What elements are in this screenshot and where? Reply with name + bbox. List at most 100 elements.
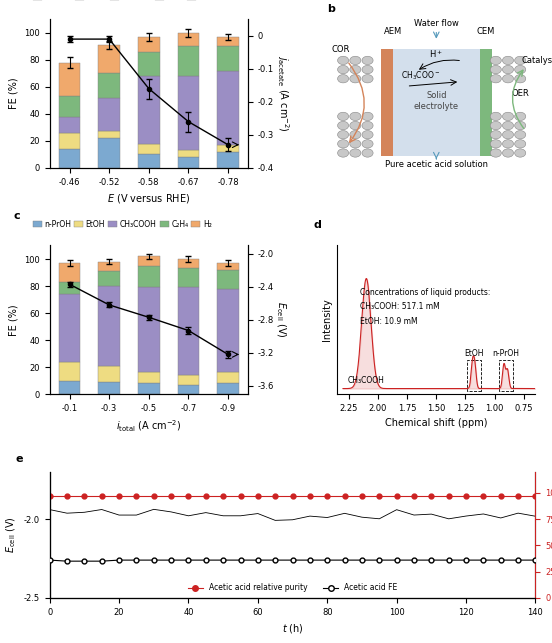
Circle shape (502, 122, 513, 130)
Bar (138, 51, 160, 76)
Bar (217, 289, 239, 372)
Bar (138, 372, 160, 383)
Circle shape (514, 122, 526, 130)
Circle shape (502, 140, 513, 148)
Bar (98, 262, 120, 271)
Circle shape (338, 56, 349, 64)
Y-axis label: $E_{\mathrm{cell}}$ (V): $E_{\mathrm{cell}}$ (V) (274, 302, 288, 338)
Bar (178, 259, 199, 269)
Bar (138, 37, 160, 51)
Bar (98, 286, 120, 366)
Circle shape (502, 149, 513, 157)
Bar (387, 49, 486, 156)
Circle shape (350, 56, 361, 64)
Bar (381, 49, 392, 156)
Bar (217, 372, 239, 383)
Bar (178, 157, 199, 168)
Bar (59, 381, 81, 394)
Legend: n-PrOH, EtOH, Acetate, C₂H₄, H₂: n-PrOH, EtOH, Acetate, C₂H₄, H₂ (30, 0, 210, 6)
Circle shape (490, 56, 501, 64)
X-axis label: $E$ (V versus RHE): $E$ (V versus RHE) (107, 192, 190, 205)
Circle shape (338, 122, 349, 130)
Circle shape (362, 75, 373, 83)
Bar (98, 73, 120, 98)
Text: CEM: CEM (477, 26, 495, 35)
Y-axis label: $E_{\mathrm{cell}}$ (V): $E_{\mathrm{cell}}$ (V) (4, 516, 18, 553)
Text: OER: OER (512, 89, 529, 98)
Circle shape (514, 140, 526, 148)
Circle shape (502, 66, 513, 74)
Bar (138, 383, 160, 394)
Bar (178, 76, 199, 150)
Text: EtOH: EtOH (464, 349, 484, 358)
Circle shape (362, 149, 373, 157)
Circle shape (514, 56, 526, 64)
Bar (59, 132, 81, 149)
Circle shape (338, 140, 349, 148)
Text: b: b (327, 4, 335, 14)
Circle shape (350, 131, 361, 139)
Text: AEM: AEM (384, 26, 402, 35)
Y-axis label: FE (%): FE (%) (9, 78, 19, 109)
Bar (480, 49, 492, 156)
X-axis label: $t$ (h): $t$ (h) (282, 622, 304, 635)
Bar (217, 145, 239, 152)
Bar (98, 98, 120, 131)
Bar (98, 138, 120, 168)
Text: Catalysts: Catalysts (522, 57, 552, 66)
Circle shape (362, 113, 373, 120)
Bar (59, 282, 81, 294)
Bar (59, 96, 81, 116)
Text: Solid
electrolyte: Solid electrolyte (414, 91, 459, 111)
Circle shape (338, 131, 349, 139)
Text: d: d (314, 220, 321, 230)
Bar (138, 154, 160, 168)
Circle shape (338, 75, 349, 83)
Text: H$^+$: H$^+$ (429, 48, 443, 60)
Bar (217, 270, 239, 289)
Bar (466, 360, 481, 391)
Circle shape (350, 66, 361, 74)
Bar (98, 45, 120, 73)
Circle shape (490, 131, 501, 139)
Bar (178, 269, 199, 287)
Circle shape (490, 122, 501, 130)
Y-axis label: $j_{\mathrm{acetate}}$ (A cm$^{-2}$): $j_{\mathrm{acetate}}$ (A cm$^{-2}$) (275, 55, 290, 132)
Circle shape (514, 66, 526, 74)
Bar (178, 287, 199, 375)
Text: CH₃COOH: 517.1 mM: CH₃COOH: 517.1 mM (360, 302, 440, 311)
Circle shape (338, 113, 349, 120)
Bar (59, 149, 81, 168)
Text: Concentrations of liquid products:: Concentrations of liquid products: (360, 288, 491, 297)
Bar (59, 361, 81, 381)
Circle shape (350, 140, 361, 148)
Bar (59, 62, 81, 96)
Bar (217, 37, 239, 46)
Circle shape (350, 149, 361, 157)
X-axis label: $i_{\mathrm{total}}$ (A cm$^{-2}$): $i_{\mathrm{total}}$ (A cm$^{-2}$) (116, 419, 182, 434)
Bar (98, 366, 120, 382)
Bar (178, 375, 199, 385)
Bar (138, 287, 160, 372)
Circle shape (514, 75, 526, 83)
Circle shape (514, 131, 526, 139)
Text: Water flow: Water flow (414, 19, 459, 28)
Circle shape (350, 75, 361, 83)
Circle shape (490, 140, 501, 148)
Circle shape (362, 122, 373, 130)
X-axis label: Chemical shift (ppm): Chemical shift (ppm) (385, 419, 487, 428)
Text: e: e (15, 453, 23, 464)
Bar (178, 33, 199, 46)
Circle shape (490, 75, 501, 83)
Text: CH₃COOH: CH₃COOH (348, 376, 385, 385)
Text: Pure acetic acid solution: Pure acetic acid solution (385, 160, 488, 169)
Bar (138, 143, 160, 154)
Y-axis label: FE (%): FE (%) (9, 304, 19, 336)
Bar (217, 46, 239, 71)
Text: n-PrOH: n-PrOH (492, 349, 519, 358)
Circle shape (362, 131, 373, 139)
Bar (178, 46, 199, 76)
Bar (178, 385, 199, 394)
Bar (217, 383, 239, 394)
Bar (138, 76, 160, 143)
